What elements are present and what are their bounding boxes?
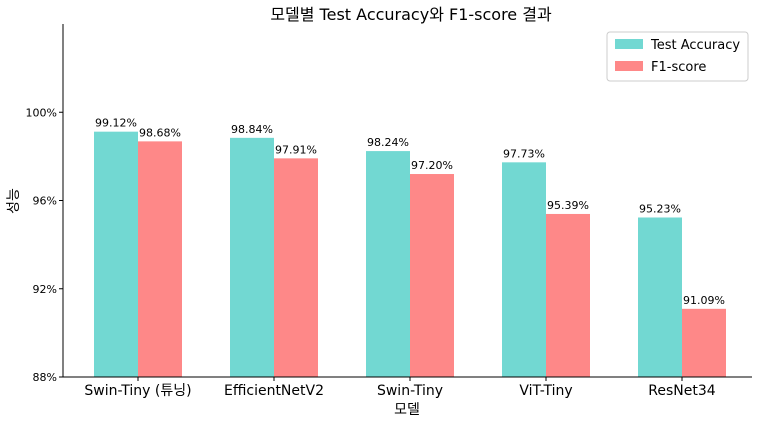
y-tick-label: 96%	[33, 195, 57, 208]
bar-f1-score-3	[410, 174, 454, 377]
y-tick-label: 88%	[33, 371, 57, 384]
y-ticks: 88% 92% 96% 100%	[26, 106, 63, 384]
x-axis-label: 모델	[394, 402, 420, 418]
legend: Test Accuracy F1-score	[606, 31, 749, 82]
data-label-f1-score-3: 97.20%	[411, 159, 453, 172]
x-tick-label: ResNet34	[648, 383, 715, 399]
x-ticks: Swin-Tiny (튜닝) EfficientNetV2 Swin-Tiny ViT…	[84, 377, 716, 399]
y-tick-label: 92%	[33, 283, 57, 296]
data-label-f1-score-5: 91.09%	[683, 294, 725, 307]
x-tick-label: EfficientNetV2	[224, 383, 324, 399]
y-tick-label: 100%	[26, 106, 57, 119]
data-label-f1-score-2: 97.91%	[275, 143, 317, 156]
data-label-f1-score-4: 95.39%	[547, 199, 589, 212]
bar-test-accuracy-4	[502, 162, 546, 377]
data-label-test-accuracy-2: 98.84%	[231, 123, 273, 136]
legend-swatch-f1-score	[615, 61, 643, 71]
bar-f1-score-2	[274, 158, 318, 377]
chart-title: 모델별 Test Accuracy와 F1-score 결과	[270, 5, 552, 24]
legend-label-f1-score: F1-score	[651, 60, 706, 75]
y-axis-label: 성능	[6, 188, 22, 214]
bar-test-accuracy-1	[94, 131, 138, 377]
data-label-test-accuracy-5: 95.23%	[639, 202, 681, 215]
data-labels: 99.12%98.68% 98.84%97.91% 98.24%97.20% 97.7…	[95, 117, 725, 307]
bar-f1-score-1	[138, 141, 182, 377]
legend-label-test-accuracy: Test Accuracy	[650, 38, 740, 53]
data-label-test-accuracy-1: 99.12%	[95, 117, 137, 130]
legend-swatch-test-accuracy	[615, 39, 643, 49]
bar-test-accuracy-2	[230, 137, 274, 377]
bar-test-accuracy-3	[366, 151, 410, 377]
x-tick-label: ViT-Tiny	[519, 383, 572, 399]
x-tick-label: Swin-Tiny (튜닝)	[84, 383, 191, 399]
data-label-test-accuracy-4: 97.73%	[503, 147, 545, 160]
bar-f1-score-4	[546, 213, 590, 377]
bars	[94, 131, 726, 377]
data-label-test-accuracy-3: 98.24%	[367, 136, 409, 149]
bar-test-accuracy-5	[638, 217, 682, 377]
x-tick-label: Swin-Tiny	[377, 383, 443, 399]
data-label-f1-score-1: 98.68%	[139, 126, 181, 139]
bar-f1-score-5	[682, 308, 726, 377]
